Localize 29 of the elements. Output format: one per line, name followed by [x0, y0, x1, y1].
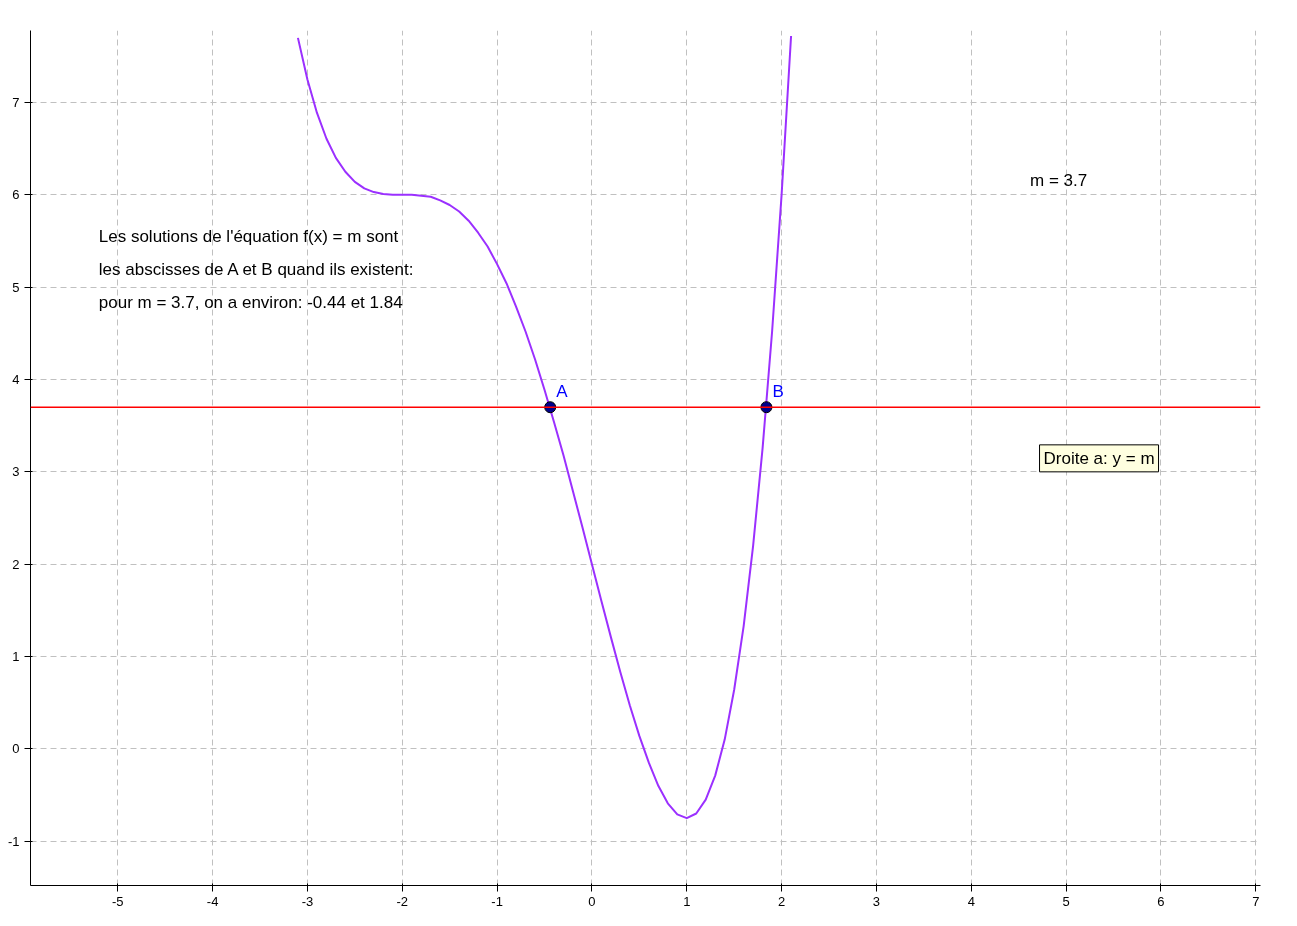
annotation: m = 3.7 [1030, 171, 1088, 191]
annotation: pour m = 3.7, on a environ: -0.44 et 1.84 [98, 293, 403, 313]
x-tick-label: 5 [1062, 893, 1070, 909]
y-tick-label: 1 [12, 649, 20, 665]
y-tick-label: -1 [7, 833, 20, 849]
y-tick-label: 4 [12, 372, 20, 388]
y-tick-label: 2 [12, 556, 20, 572]
x-tick-label: -4 [206, 893, 219, 909]
x-tick-label: 4 [967, 893, 975, 909]
annotation: A [556, 382, 569, 402]
annotation: Droite a: y = m [1043, 448, 1155, 468]
x-tick-label: 1 [683, 893, 691, 909]
annotation: Les solutions de l'équation f(x) = m sont [98, 226, 399, 246]
x-tick-label: -3 [301, 893, 314, 909]
annotation: les abscisses de A et B quand ils existent: [98, 259, 414, 279]
x-tick-label: 2 [777, 893, 786, 909]
x-tick-label: 0 [588, 893, 596, 909]
y-tick-label: 3 [12, 464, 20, 480]
y-tick-label: 7 [12, 95, 20, 111]
x-tick-label: 6 [1157, 893, 1165, 909]
x-tick-label: -5 [111, 893, 124, 909]
x-tick-label: -1 [491, 893, 503, 909]
y-tick-label: 0 [12, 741, 20, 757]
x-tick-label: 7 [1252, 893, 1260, 909]
y-tick-label: 6 [12, 187, 20, 203]
annotation: B [772, 382, 784, 402]
x-tick-label: 3 [872, 893, 881, 909]
x-tick-label: -2 [396, 893, 409, 909]
y-tick-label: 5 [12, 279, 20, 295]
